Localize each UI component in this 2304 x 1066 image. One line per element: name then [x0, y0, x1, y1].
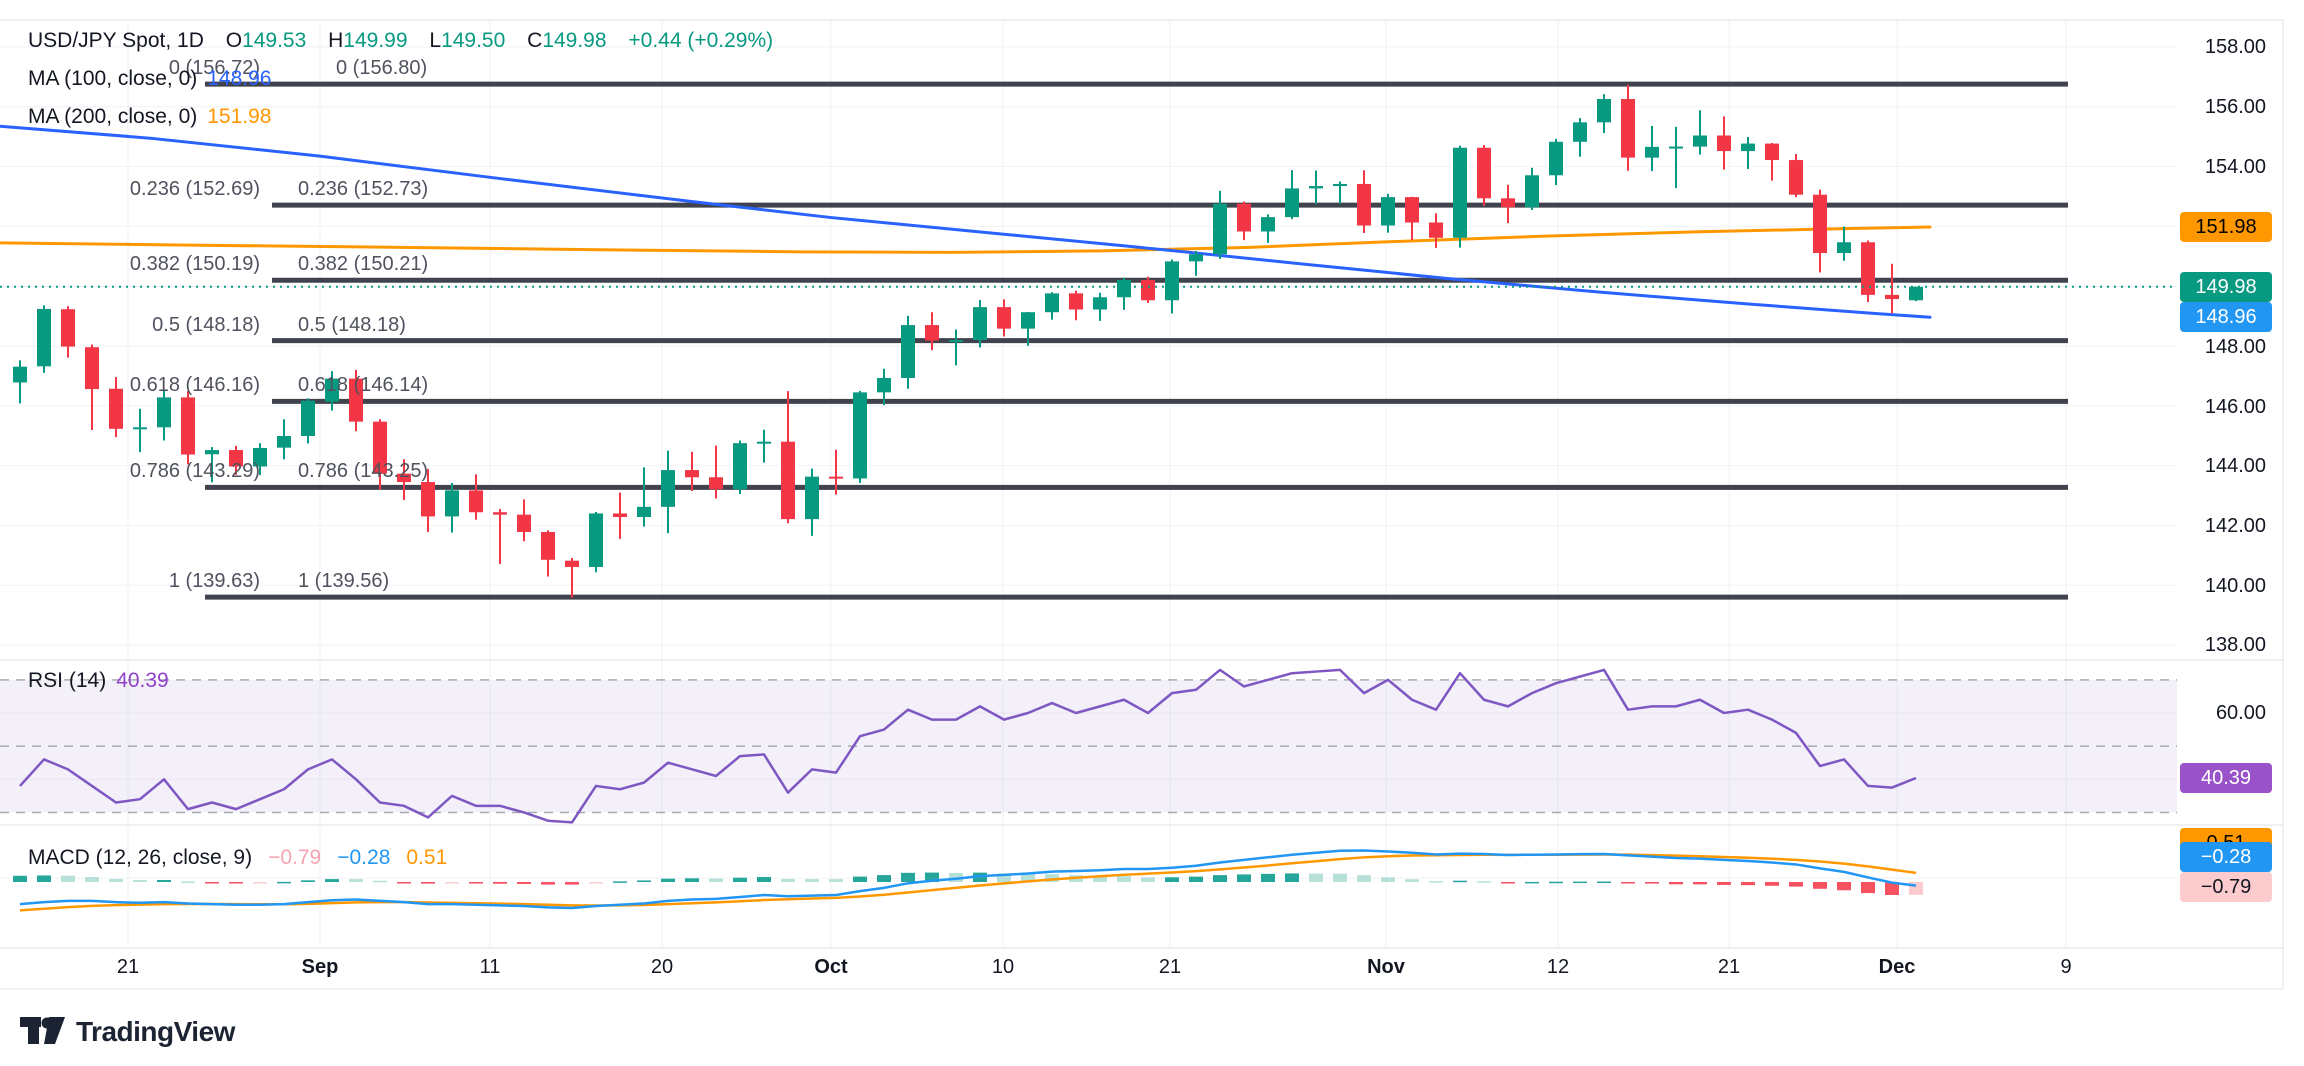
fib-label-0.618-a: 0.618 (146.16): [129, 374, 260, 397]
macd-badge: −0.28: [2180, 842, 2272, 872]
fib-label-0.5-b: 0.5 (148.18): [298, 313, 406, 336]
time-label-Oct: Oct: [814, 956, 848, 978]
axis-label: 156.00: [2204, 96, 2266, 118]
ma100-value: 148.96: [207, 67, 272, 90]
rsi-value: 40.39: [116, 669, 169, 692]
tradingview-logo-text: TradingView: [76, 1016, 235, 1047]
macd-histogram: [13, 872, 1923, 896]
fib-label-0.618-b: 0.618 (146.14): [298, 374, 429, 397]
ma200-line: [0, 225, 1932, 254]
macd-badge: −0.79: [2180, 872, 2272, 902]
ohlc-close: C149.98: [527, 29, 607, 52]
fib-label-0.5-a: 0.5 (148.18): [152, 313, 260, 336]
ohlc-high: H149.99: [328, 29, 408, 52]
tradingview-logo-icon: [20, 1017, 65, 1044]
time-label-Nov: Nov: [1367, 956, 1405, 978]
fib-label-0.236-a: 0.236 (152.69): [129, 178, 260, 201]
fib-label-0-a: 0 (156.72): [168, 57, 260, 80]
time-label-10: 10: [991, 956, 1015, 978]
axis-label: 154.00: [2204, 156, 2266, 178]
ma200-legend[interactable]: MA (200, close, 0) 151.98: [28, 105, 272, 128]
fib-label-0.382-a: 0.382 (150.19): [129, 253, 260, 276]
fib-label-0-b: 0 (156.80): [336, 57, 428, 80]
fib-label-0.236-b: 0.236 (152.73): [298, 178, 429, 201]
axis-label: 60.00: [2215, 702, 2266, 724]
rsi-line: [19, 668, 1917, 824]
time-label-Dec: Dec: [1878, 956, 1916, 978]
rsi-badge: 40.39: [2180, 763, 2272, 793]
axis-label: 148.00: [2204, 336, 2266, 358]
price-badge: 151.98: [2180, 212, 2272, 242]
time-label-12: 12: [1546, 956, 1570, 978]
change-value: +0.44 (+0.29%): [628, 29, 774, 52]
candles-group: [13, 84, 1923, 598]
ma200-value: 151.98: [207, 105, 272, 128]
macd-hist-value: −0.79: [268, 846, 322, 869]
fib-label-1-a: 1 (139.63): [168, 570, 260, 593]
time-label-21: 21: [1158, 956, 1182, 978]
fib-label-0.786-b: 0.786 (143.25): [298, 460, 429, 483]
fib-label-0.786-a: 0.786 (143.29): [129, 460, 260, 483]
axis-label: 146.00: [2204, 396, 2266, 418]
axis-label: 158.00: [2204, 36, 2266, 58]
time-label-20: 20: [650, 956, 674, 978]
macd-line-value: −0.28: [337, 846, 391, 869]
price-badge: 149.98: [2180, 272, 2272, 302]
tradingview-logo[interactable]: TradingView: [20, 1016, 235, 1048]
price-badge: 148.96: [2180, 302, 2272, 332]
macd-legend[interactable]: MACD (12, 26, close, 9) −0.79 −0.28 0.51: [28, 846, 448, 869]
fib-label-1-b: 1 (139.56): [298, 570, 390, 593]
macd-signal-value: 0.51: [406, 846, 448, 869]
time-label-21: 21: [116, 956, 140, 978]
symbol-title: USD/JPY Spot, 1D: [28, 29, 204, 52]
symbol-legend[interactable]: USD/JPY Spot, 1D O149.53 H149.99 L149.50…: [28, 28, 773, 54]
axis-label: 138.00: [2204, 634, 2266, 656]
time-label-21: 21: [1717, 956, 1741, 978]
time-label-9: 9: [2060, 956, 2072, 978]
fib-label-0.382-b: 0.382 (150.21): [298, 253, 429, 276]
ohlc-low: L149.50: [429, 29, 506, 52]
ohlc-open: O149.53: [225, 29, 307, 52]
axis-label: 140.00: [2204, 575, 2266, 597]
axis-label: 142.00: [2204, 515, 2266, 537]
rsi-legend[interactable]: RSI (14) 40.39: [28, 669, 169, 692]
axis-label: 144.00: [2204, 455, 2266, 477]
macd-line: [19, 849, 1917, 910]
time-label-11: 11: [479, 956, 501, 978]
ma100-line: [0, 124, 1932, 319]
time-label-Sep: Sep: [301, 956, 339, 978]
ma100-legend[interactable]: MA (100, close, 0) 148.96: [28, 67, 272, 90]
